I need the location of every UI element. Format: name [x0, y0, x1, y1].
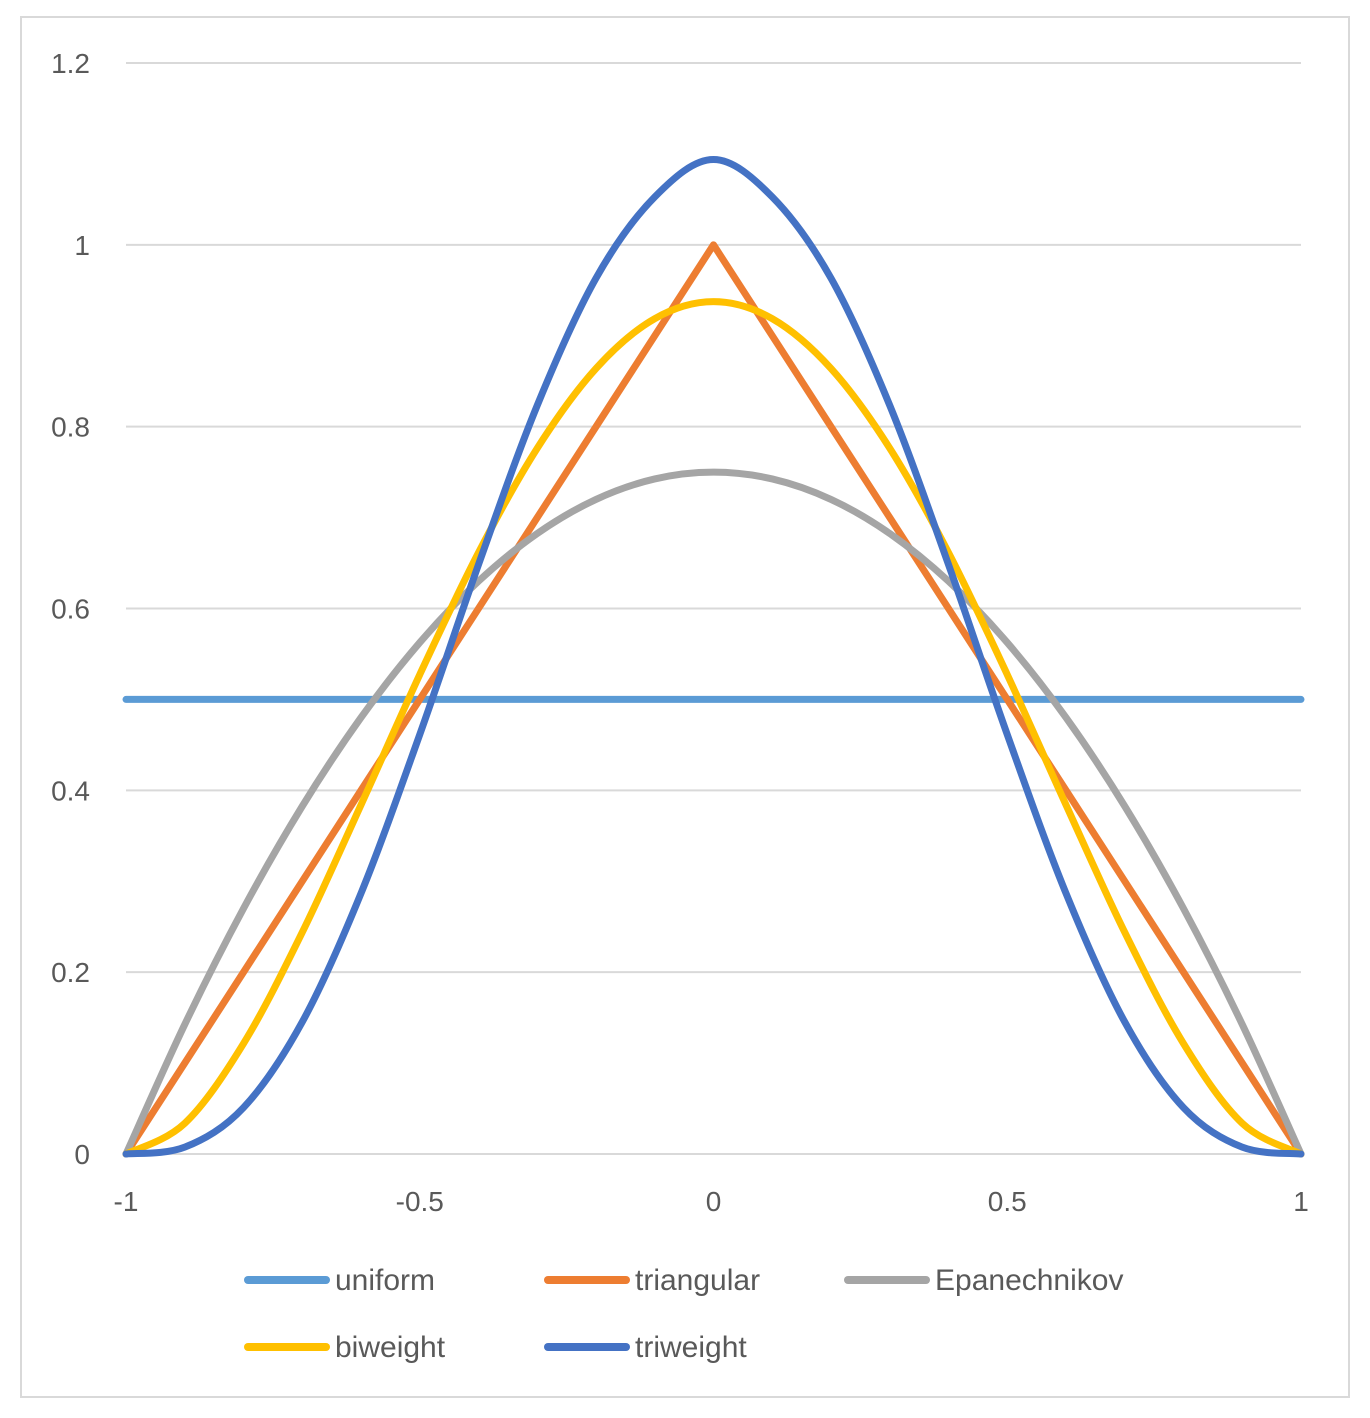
- legend-item-biweight: biweight: [244, 1331, 446, 1364]
- legend-item-epanechnikov: Epanechnikov: [844, 1264, 1123, 1297]
- x-tick-label: 0.5: [988, 1186, 1027, 1217]
- y-tick-label: 1.2: [51, 48, 90, 79]
- x-tick-label: -0.5: [396, 1186, 444, 1217]
- legend-label: uniform: [335, 1264, 435, 1297]
- series-line-triangular: [122, 241, 1305, 1158]
- x-tick-label: -1: [114, 1186, 139, 1217]
- series-line-epanechnikov: [122, 468, 1305, 1158]
- chart-frame: [20, 16, 1350, 1398]
- legend-item-uniform: uniform: [244, 1264, 435, 1297]
- x-axis-tick-labels: -1 -0.5 0 0.5 1: [114, 1186, 1309, 1217]
- series-line-biweight: [122, 298, 1305, 1158]
- y-tick-label: 0.6: [51, 594, 90, 625]
- legend-item-triangular: triangular: [544, 1264, 760, 1297]
- y-tick-label: 1: [74, 230, 90, 261]
- legend-label: triangular: [635, 1264, 760, 1297]
- series-lines: [122, 156, 1305, 1158]
- legend-item-triweight: triweight: [544, 1331, 747, 1364]
- legend-label: triweight: [635, 1331, 747, 1364]
- y-tick-label: 0.8: [51, 412, 90, 443]
- x-tick-label: 0: [706, 1186, 722, 1217]
- legend-label: Epanechnikov: [935, 1264, 1123, 1297]
- legend: uniform triangular Epanechnikov biweight tri…: [244, 1264, 1123, 1364]
- gridlines: [126, 62, 1301, 1155]
- legend-label: biweight: [335, 1331, 446, 1364]
- x-tick-label: 1: [1293, 1186, 1309, 1217]
- y-tick-label: 0: [74, 1139, 90, 1170]
- series-line-triweight: [122, 156, 1305, 1158]
- y-tick-label: 0.4: [51, 775, 90, 806]
- y-axis-tick-labels: 0 0.2 0.4 0.6 0.8 1 1.2: [51, 48, 90, 1170]
- y-tick-label: 0.2: [51, 957, 90, 988]
